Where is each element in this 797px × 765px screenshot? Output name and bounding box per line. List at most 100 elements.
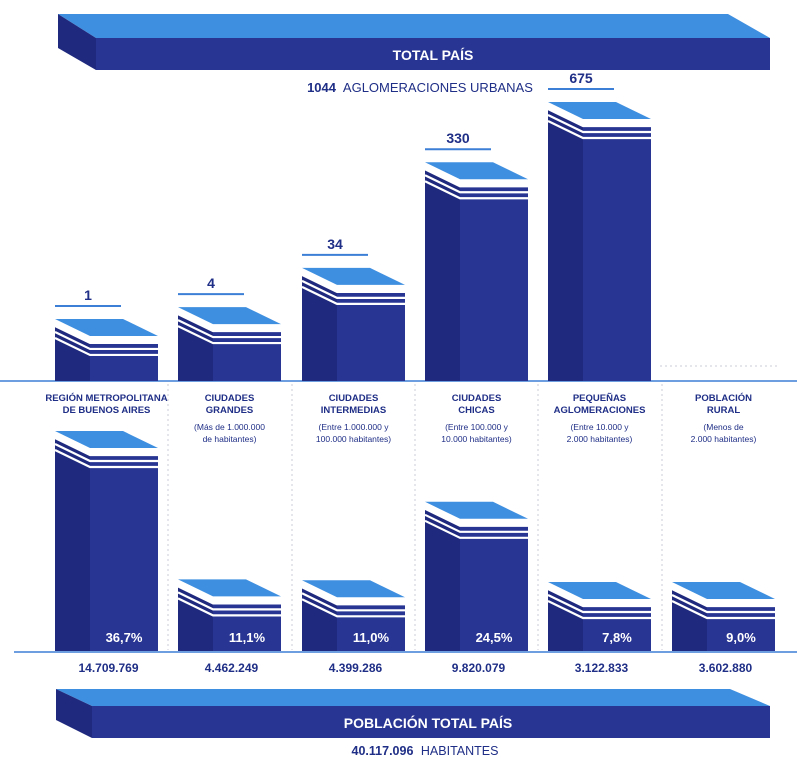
aglomeraciones-bars: 1 4 34 330 675: [54, 70, 651, 381]
poblacion-bar-front: [90, 455, 158, 651]
poblacion-bar-stripe: [547, 594, 651, 614]
category-label: GRANDES: [206, 405, 254, 416]
aglomeraciones-bar-stripe: [424, 168, 528, 188]
category-label: CHICAS: [458, 405, 494, 416]
category-label: INTERMEDIAS: [321, 405, 386, 416]
poblacion-bar-stripe: [54, 449, 158, 469]
category-note: (Entre 1.000.000 y: [319, 422, 390, 432]
poblacion-value-label: 4.399.286: [329, 661, 383, 675]
poblacion-percent-label: 9,0%: [726, 630, 756, 645]
footer-banner-front: [92, 706, 770, 738]
footer-total: 40.117.096 HABITANTES: [352, 744, 499, 758]
footer-title: POBLACIÓN TOTAL PAÍS: [344, 714, 513, 731]
footer-total-unit: HABITANTES: [421, 744, 499, 758]
poblacion-bar: 36,7%: [54, 431, 158, 651]
aglomeraciones-bar-front: [460, 186, 528, 381]
poblacion-bar-stripe: [177, 591, 281, 611]
poblacion-bar-top: [55, 431, 158, 448]
aglomeraciones-bar-stripe: [54, 336, 158, 357]
aglomeraciones-bar-stripe: [177, 325, 281, 345]
aglomeraciones-bar-side: [178, 314, 213, 381]
poblacion-bars: 36,7% 11,1% 11,0% 24,5% 7,8% 9,0%: [54, 431, 775, 651]
poblacion-bar-front: [337, 604, 405, 651]
aglomeraciones-value-label: 675: [569, 70, 593, 86]
poblacion-bar-front: [213, 603, 281, 651]
aglomeraciones-bar-stripe: [547, 114, 651, 134]
aglomeraciones-bar: 4: [177, 275, 281, 381]
poblacion-value-label: 4.462.249: [205, 661, 259, 675]
header-banner: TOTAL PAÍS: [58, 14, 770, 70]
poblacion-bar-stripe: [424, 519, 528, 539]
category-label: PEQUEÑAS: [573, 393, 626, 404]
poblacion-bar-stripe: [177, 585, 281, 605]
poblacion-bar-stripe: [671, 588, 775, 608]
poblacion-percent-label: 7,8%: [602, 630, 632, 645]
aglomeraciones-bar-top: [178, 307, 281, 325]
poblacion-bar-top: [548, 582, 651, 599]
aglomeraciones-bar-stripe: [177, 319, 281, 339]
category-note: (Entre 100.000 y: [445, 422, 509, 432]
category-label: POBLACIÓN: [695, 392, 752, 404]
header-subtitle-text: AGLOMERACIONES URBANAS: [343, 80, 533, 95]
footer-banner-top: [56, 689, 770, 706]
category-label: CIUDADES: [205, 393, 255, 404]
footer-banner: POBLACIÓN TOTAL PAÍS: [56, 689, 770, 738]
poblacion-value-label: 14.709.769: [78, 661, 138, 675]
category-note: 10.000 habitantes): [441, 434, 512, 444]
aglomeraciones-bar-side: [548, 109, 583, 381]
header-banner-front: [96, 38, 770, 70]
poblacion-bar-stripe: [547, 588, 651, 608]
category-note: 100.000 habitantes): [316, 434, 391, 444]
poblacion-bar: 7,8%: [547, 582, 651, 651]
aglomeraciones-bar-stripe: [424, 180, 528, 200]
category-note: 2.000 habitantes): [567, 434, 633, 444]
aglomeraciones-bar-stripe: [547, 120, 651, 140]
poblacion-bar: 9,0%: [671, 582, 775, 651]
aglomeraciones-bar-stripe: [54, 330, 158, 351]
aglomeraciones-bar: 330: [424, 130, 528, 381]
poblacion-percent-label: 24,5%: [476, 630, 513, 645]
category-note: (Más de 1.000.000: [194, 422, 265, 432]
poblacion-bar: 11,0%: [301, 580, 405, 651]
aglomeraciones-bar-top: [55, 318, 158, 336]
poblacion-bar-side: [55, 438, 90, 651]
poblacion-percent-label: 11,1%: [229, 630, 266, 645]
poblacion-bar-top: [425, 501, 528, 519]
aglomeraciones-bar-stripe: [301, 285, 405, 305]
poblacion-bar-stripe: [301, 592, 405, 612]
aglomeraciones-bar-front: [583, 126, 651, 381]
category-label: CIUDADES: [329, 393, 379, 404]
aglomeraciones-bar-front: [337, 291, 405, 381]
category-note: 2.000 habitantes): [691, 434, 757, 444]
header-subtitle: 1044 AGLOMERACIONES URBANAS: [307, 80, 533, 95]
poblacion-bar-stripe: [424, 507, 528, 527]
poblacion-value-label: 9.820.079: [452, 661, 506, 675]
poblacion-bar-stripe: [671, 600, 775, 620]
poblacion-value-labels: 14.709.769 4.462.249 4.399.286 9.820.079 3.1…: [78, 661, 752, 675]
header-title: TOTAL PAÍS: [393, 47, 474, 63]
aglomeraciones-bar-stripe: [424, 174, 528, 194]
category-label: RURAL: [707, 405, 740, 416]
poblacion-percent-label: 11,0%: [353, 630, 390, 645]
aglomeraciones-value-label: 34: [327, 236, 343, 252]
aglomeraciones-value-label: 1: [84, 287, 92, 303]
aglomeraciones-bar-side: [302, 274, 337, 381]
poblacion-bar-stripe: [424, 513, 528, 533]
category-note: de habitantes): [203, 434, 257, 444]
aglomeraciones-bar-stripe: [547, 108, 651, 128]
aglomeraciones-bar: 675: [547, 70, 651, 381]
aglomeraciones-bar-top: [425, 162, 528, 180]
poblacion-bar-front: [583, 606, 651, 651]
poblacion-bar-top: [672, 582, 775, 599]
poblacion-bar-stripe: [547, 600, 651, 620]
footer-total-number: 40.117.096: [352, 744, 414, 758]
poblacion-bar-stripe: [671, 594, 775, 614]
poblacion-bar-front: [460, 525, 528, 651]
poblacion-bar-stripe: [54, 437, 158, 457]
poblacion-bar-stripe: [54, 443, 158, 463]
aglomeraciones-value-label: 4: [207, 275, 215, 291]
category-note: (Entre 10.000 y: [570, 422, 629, 432]
category-label: DE BUENOS AIRES: [63, 405, 151, 416]
